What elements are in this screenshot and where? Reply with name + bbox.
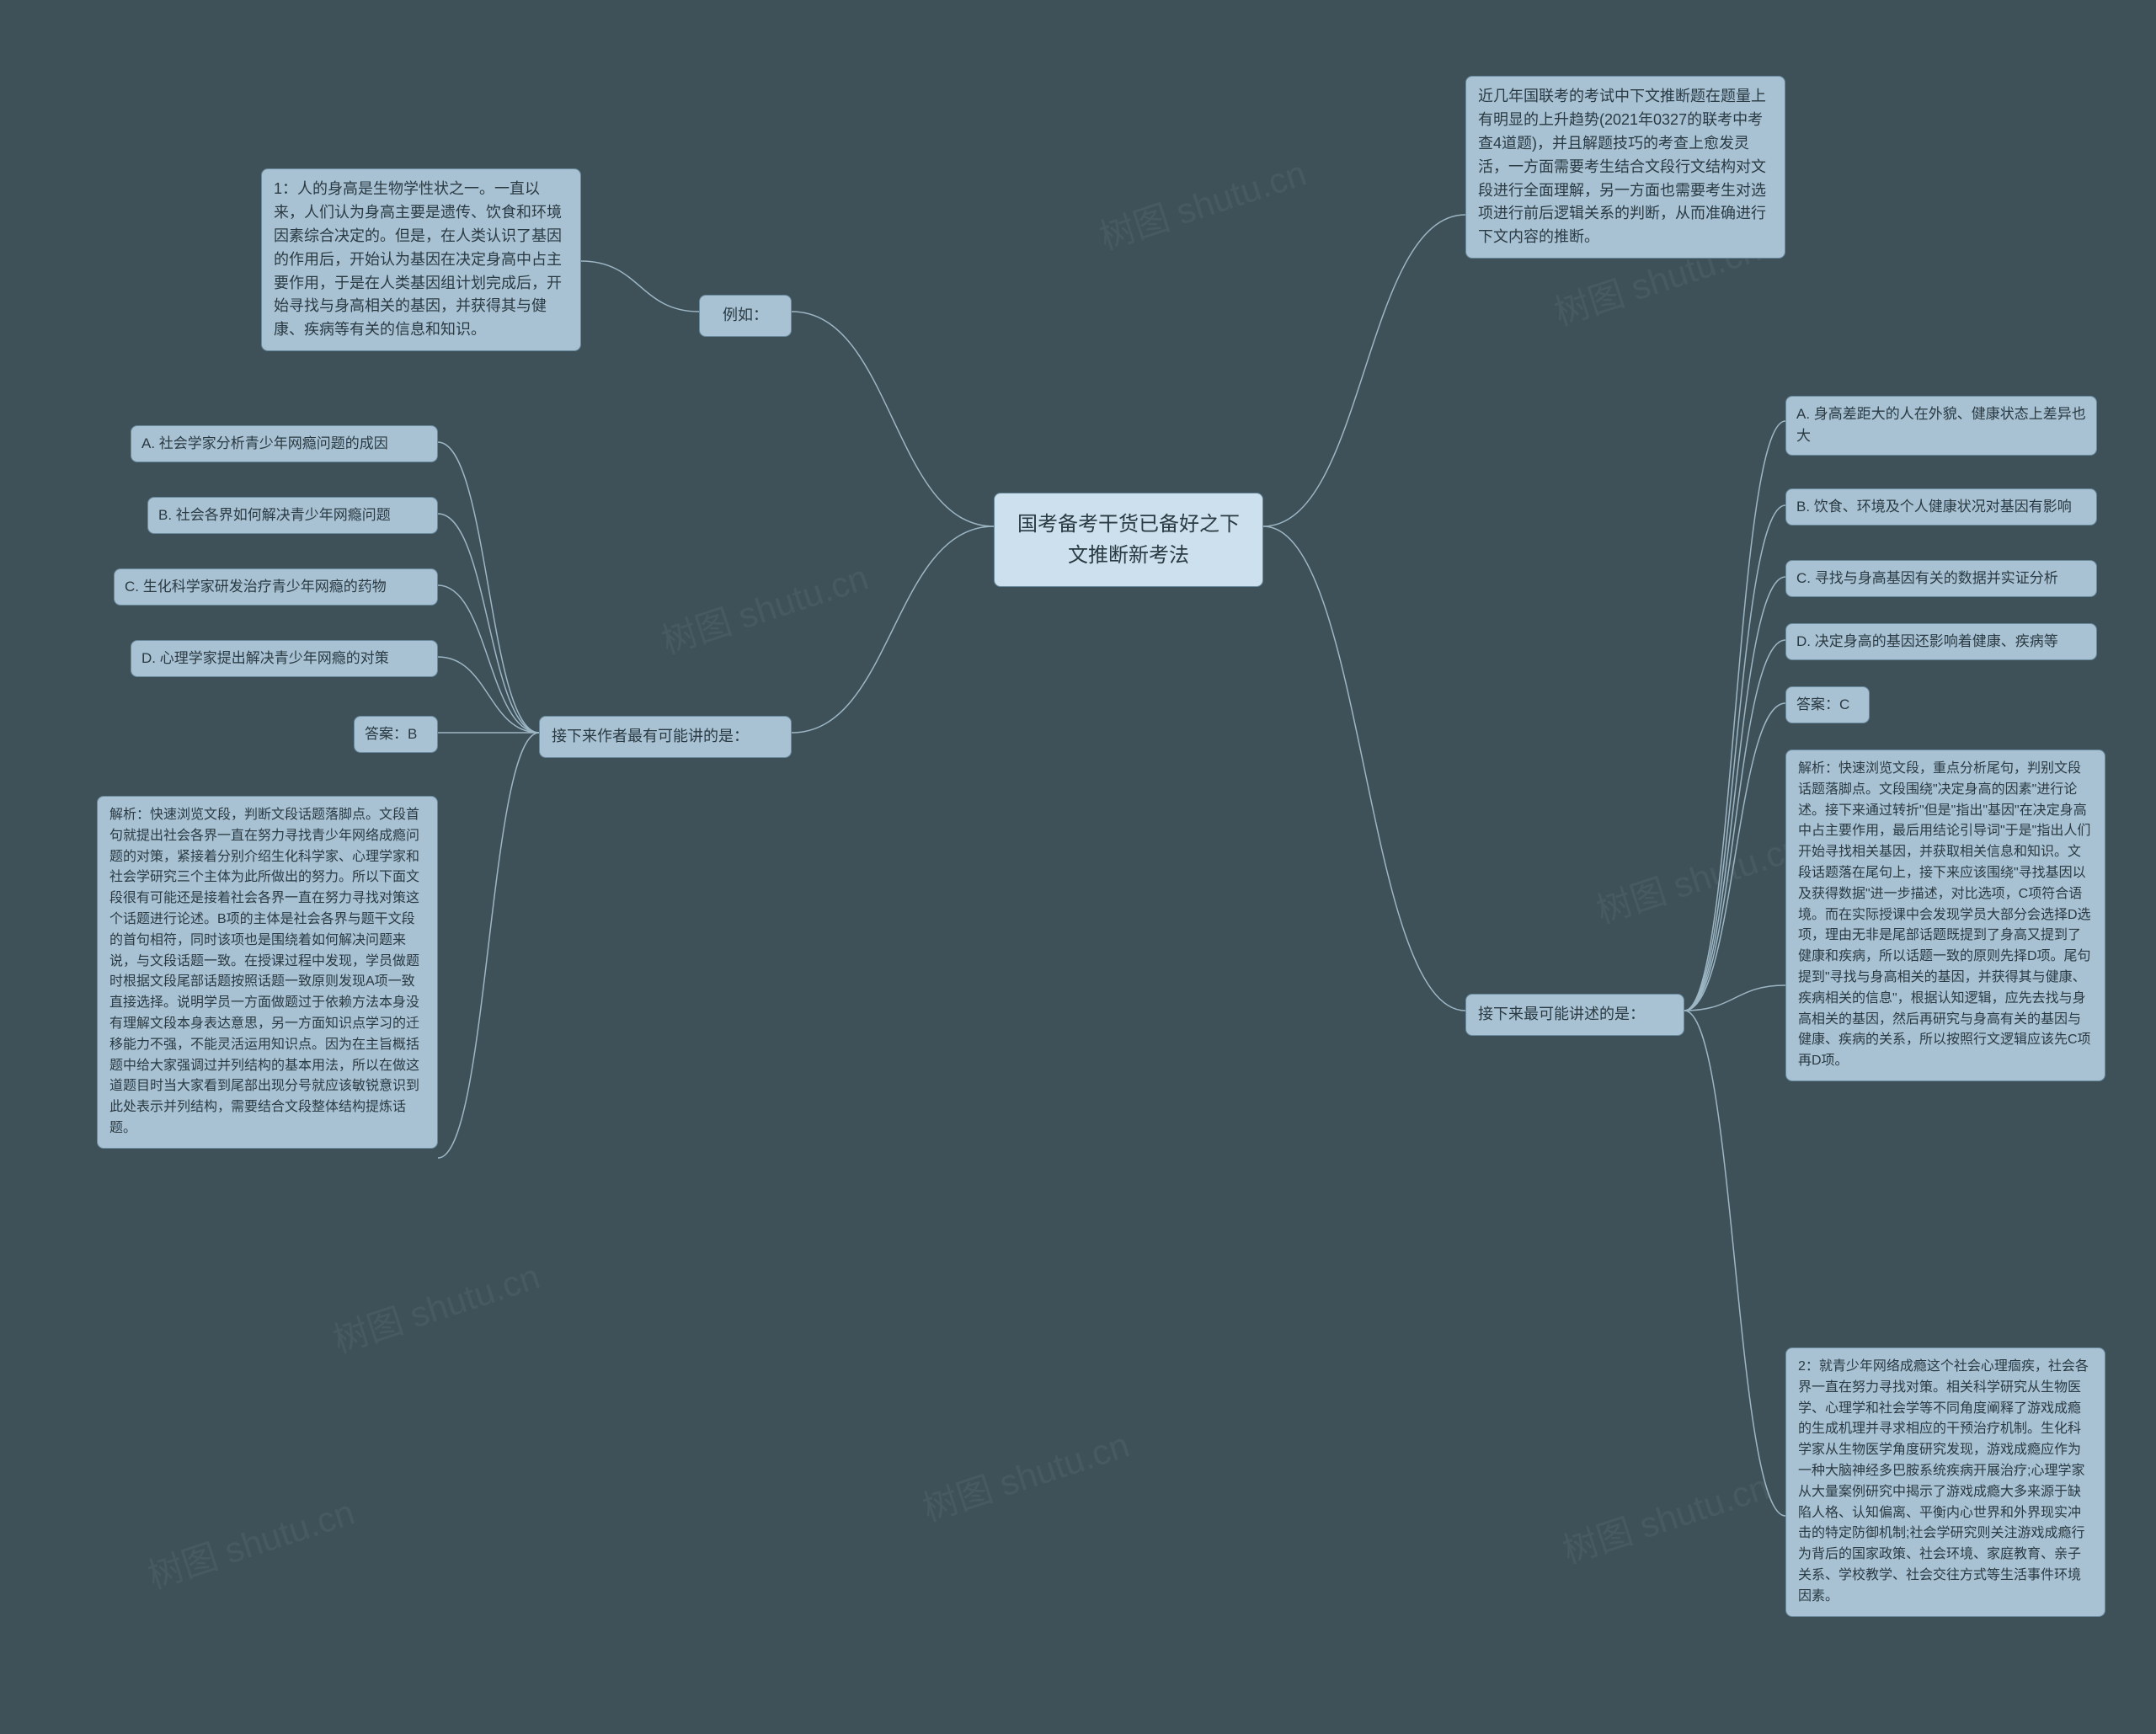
left-section-label[interactable]: 接下来作者最有可能讲的是： bbox=[539, 716, 792, 758]
left-example1[interactable]: 1：人的身高是生物学性状之一。一直以来，人们认为身高主要是遗传、饮食和环境因素综… bbox=[261, 168, 581, 351]
right-intro[interactable]: 近几年国联考的考试中下文推断题在题量上有明显的上升趋势(2021年0327的联考… bbox=[1465, 76, 1785, 259]
watermark: 树图 shutu.cn bbox=[654, 549, 874, 664]
left-analysis[interactable]: 解析：快速浏览文段，判断文段话题落脚点。文段首句就提出社会各界一直在努力寻找青少… bbox=[97, 796, 438, 1149]
right-analysis[interactable]: 解析：快速浏览文段，重点分析尾句，判别文段话题落脚点。文段围绕"决定身高的因素"… bbox=[1785, 750, 2105, 1081]
right-example2[interactable]: 2：就青少年网络成瘾这个社会心理痼疾，社会各界一直在努力寻找对策。相关科学研究从… bbox=[1785, 1347, 2105, 1617]
watermark: 树图 shutu.cn bbox=[1589, 819, 1809, 934]
right-opt-a[interactable]: A. 身高差距大的人在外貌、健康状态上差异也大 bbox=[1785, 396, 2097, 456]
left-opt-c[interactable]: C. 生化科学家研发治疗青少年网瘾的药物 bbox=[114, 568, 438, 606]
watermark: 树图 shutu.cn bbox=[326, 1248, 546, 1363]
center-topic[interactable]: 国考备考干货已备好之下文推断新考法 bbox=[994, 493, 1263, 587]
left-opt-b[interactable]: B. 社会各界如何解决青少年网瘾问题 bbox=[147, 497, 438, 534]
right-opt-d[interactable]: D. 决定身高的基因还影响着健康、疾病等 bbox=[1785, 623, 2097, 660]
left-opt-d[interactable]: D. 心理学家提出解决青少年网瘾的对策 bbox=[131, 640, 438, 677]
watermark: 树图 shutu.cn bbox=[1556, 1459, 1775, 1574]
right-opt-b[interactable]: B. 饮食、环境及个人健康状况对基因有影响 bbox=[1785, 488, 2097, 526]
mindmap-canvas: 树图 shutu.cn 树图 shutu.cn 树图 shutu.cn 树图 s… bbox=[0, 0, 2156, 1734]
left-example-label[interactable]: 例如： bbox=[699, 295, 792, 337]
right-section-label[interactable]: 接下来最可能讲述的是： bbox=[1465, 994, 1684, 1036]
watermark: 树图 shutu.cn bbox=[915, 1417, 1135, 1532]
right-opt-c[interactable]: C. 寻找与身高基因有关的数据并实证分析 bbox=[1785, 560, 2097, 597]
left-answer[interactable]: 答案：B bbox=[354, 716, 438, 753]
watermark: 树图 shutu.cn bbox=[141, 1484, 360, 1599]
right-answer[interactable]: 答案：C bbox=[1785, 686, 1870, 723]
left-opt-a[interactable]: A. 社会学家分析青少年网瘾问题的成因 bbox=[131, 425, 438, 462]
watermark: 树图 shutu.cn bbox=[1092, 145, 1312, 260]
